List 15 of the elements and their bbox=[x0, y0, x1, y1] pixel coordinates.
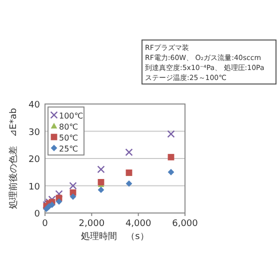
x-tick-label: 4,000 bbox=[125, 219, 152, 229]
x-tick-label: 6,000 bbox=[172, 219, 198, 229]
y-tick-label: 30 bbox=[28, 128, 40, 138]
x-tick-label: 2,000 bbox=[78, 219, 105, 229]
y-axis-title: 処理前後の色差 ⊿E*ab bbox=[8, 108, 19, 209]
x-tick-label: 0 bbox=[42, 219, 48, 229]
y-tick-label: 40 bbox=[28, 100, 40, 110]
legend-label: 80℃ bbox=[59, 122, 78, 132]
legend-label: 50℃ bbox=[59, 134, 78, 142]
y-tick-label: 20 bbox=[28, 155, 40, 165]
y-tick-label: 10 bbox=[28, 182, 40, 192]
legend-label: 25℃ bbox=[59, 144, 78, 154]
y-tick-label: 0 bbox=[34, 210, 40, 220]
legend-label: 100℃ bbox=[59, 112, 84, 120]
x-axis-title: 処理時間 （s） bbox=[81, 231, 149, 242]
